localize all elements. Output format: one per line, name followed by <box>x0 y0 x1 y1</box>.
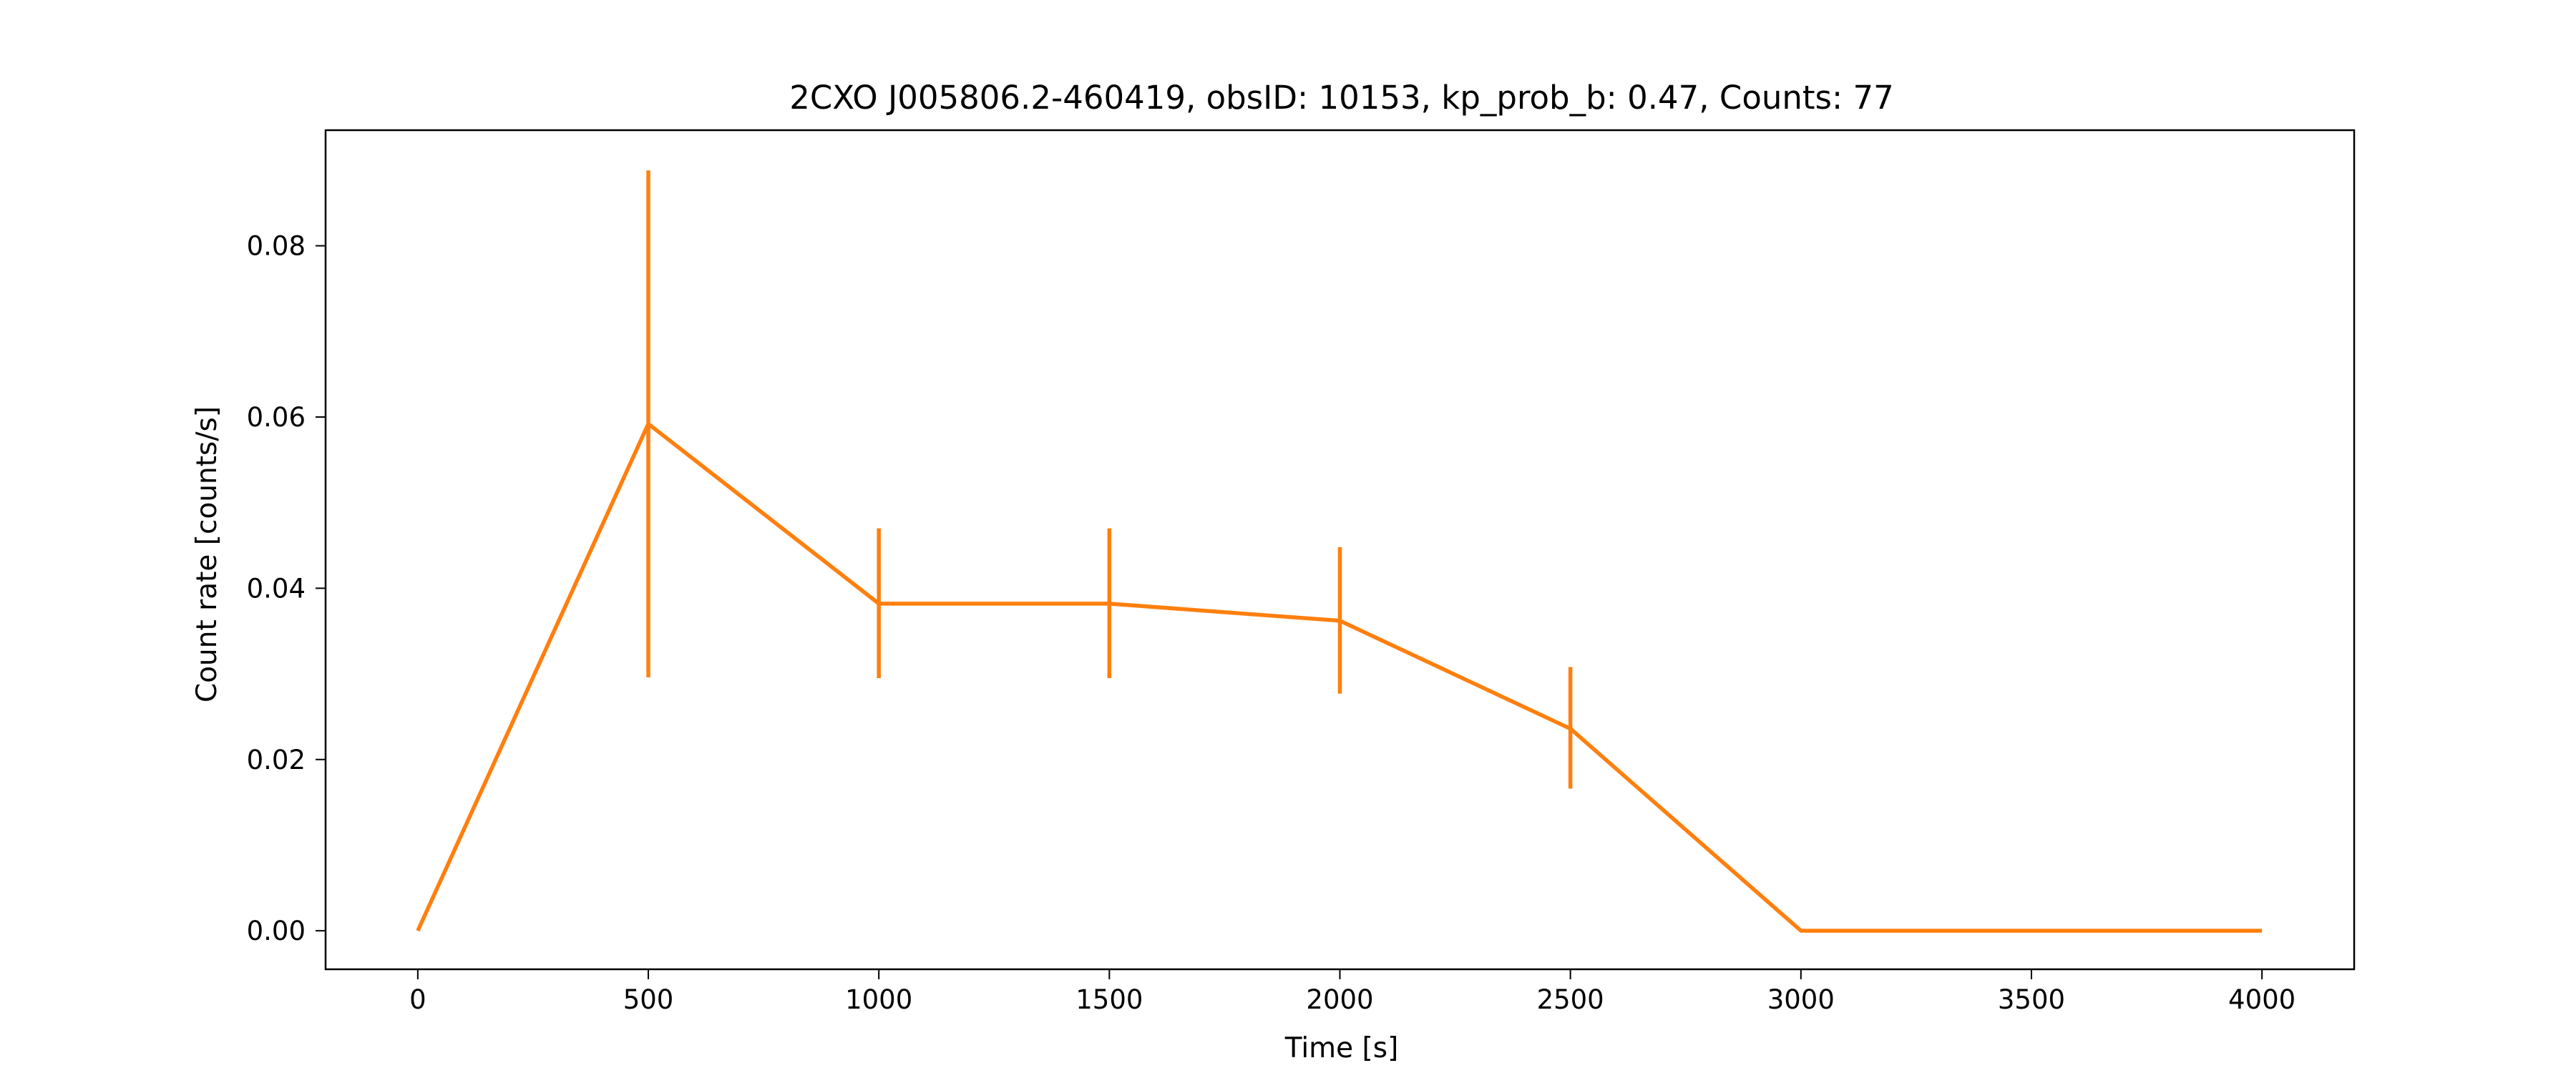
x-tick-label: 3500 <box>1998 984 2065 1015</box>
chart-title: 2CXO J005806.2-460419, obsID: 10153, kp_… <box>789 79 1893 117</box>
y-tick-label: 0.02 <box>247 745 306 775</box>
y-tick-label: 0.00 <box>247 916 306 946</box>
y-tick-label: 0.04 <box>247 573 306 604</box>
axes-frame <box>324 129 2356 971</box>
x-tick-label: 2000 <box>1306 984 1373 1015</box>
y-axis-label: Count rate [counts/s] <box>191 406 223 702</box>
x-tick-label: 0 <box>409 984 426 1015</box>
x-tick-label: 2500 <box>1537 984 1604 1015</box>
plot-area: 0 500 1000 1500 2000 2500 3000 3500 4000 0.00 0.02… <box>247 129 2356 1015</box>
series-line <box>416 421 2263 933</box>
y-tick-label: 0.08 <box>247 231 306 262</box>
x-axis-label: Time [s] <box>1284 1032 1399 1064</box>
x-tick-label: 500 <box>623 984 674 1015</box>
x-tick-label: 3000 <box>1767 984 1835 1015</box>
x-tick-label: 4000 <box>2228 984 2296 1015</box>
x-tick-label: 1500 <box>1075 984 1143 1015</box>
y-tick-label: 0.06 <box>247 402 306 433</box>
x-tick-label: 1000 <box>845 984 912 1015</box>
